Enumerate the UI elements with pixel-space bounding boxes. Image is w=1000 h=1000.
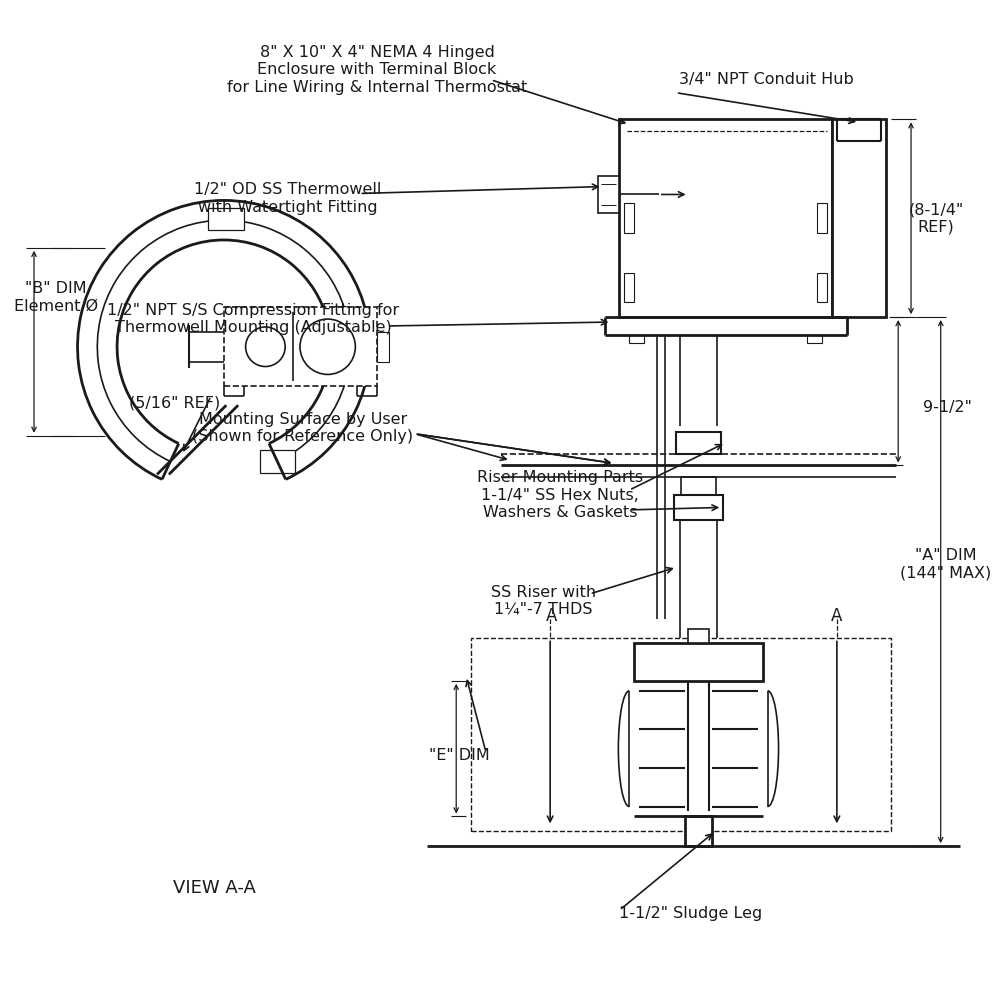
Bar	[471, 638, 891, 831]
Text: "A" DIM
(144" MAX): "A" DIM (144" MAX)	[900, 548, 991, 580]
Bar	[624, 203, 634, 233]
Text: 8" X 10" X 4" NEMA 4 Hinged
Enclosure with Terminal Block
for Line Wiring & Inte: 8" X 10" X 4" NEMA 4 Hinged Enclosure wi…	[227, 45, 527, 95]
Bar	[629, 335, 644, 343]
Bar	[688, 629, 709, 643]
Text: 1/2" NPT S/S Compression Fitting for
Thermowell Mounting (Adjustable): 1/2" NPT S/S Compression Fitting for The…	[107, 303, 400, 335]
Text: VIEW A-A: VIEW A-A	[173, 879, 255, 897]
Bar	[807, 335, 822, 343]
Bar	[817, 203, 827, 233]
Bar	[685, 816, 712, 846]
Bar	[260, 450, 295, 473]
Text: 1/2" OD SS Thermowell
with Watertight Fitting: 1/2" OD SS Thermowell with Watertight Fi…	[194, 182, 382, 215]
Text: SS Riser with
1¼"-7 THDS: SS Riser with 1¼"-7 THDS	[491, 585, 596, 617]
Text: 9-1/2": 9-1/2"	[923, 400, 972, 415]
Bar	[681, 477, 716, 495]
Bar	[598, 176, 619, 213]
Bar	[624, 273, 634, 302]
Text: 1-1/2" Sludge Leg: 1-1/2" Sludge Leg	[619, 906, 763, 921]
Text: 3/4" NPT Conduit Hub: 3/4" NPT Conduit Hub	[679, 72, 853, 87]
Bar	[832, 119, 886, 317]
Text: Mounting Surface by User
(Shown for Reference Only): Mounting Surface by User (Shown for Refe…	[192, 412, 414, 444]
Text: "E" DIM: "E" DIM	[429, 748, 490, 763]
Bar	[224, 307, 377, 386]
Text: Riser Mounting Parts
1-1/4" SS Hex Nuts,
Washers & Gaskets: Riser Mounting Parts 1-1/4" SS Hex Nuts,…	[477, 470, 643, 520]
Bar	[817, 273, 827, 302]
Text: A: A	[831, 607, 843, 625]
Text: (8-1/4"
REF): (8-1/4" REF)	[908, 202, 963, 234]
Text: (5/16" REF): (5/16" REF)	[129, 396, 220, 411]
Bar	[674, 495, 723, 520]
Bar	[208, 208, 244, 230]
Bar	[377, 332, 389, 362]
Text: A: A	[545, 607, 557, 625]
Bar	[619, 119, 832, 317]
Text: "B" DIM
Element Ø: "B" DIM Element Ø	[14, 281, 98, 314]
Bar	[676, 432, 721, 454]
Bar	[634, 643, 763, 681]
